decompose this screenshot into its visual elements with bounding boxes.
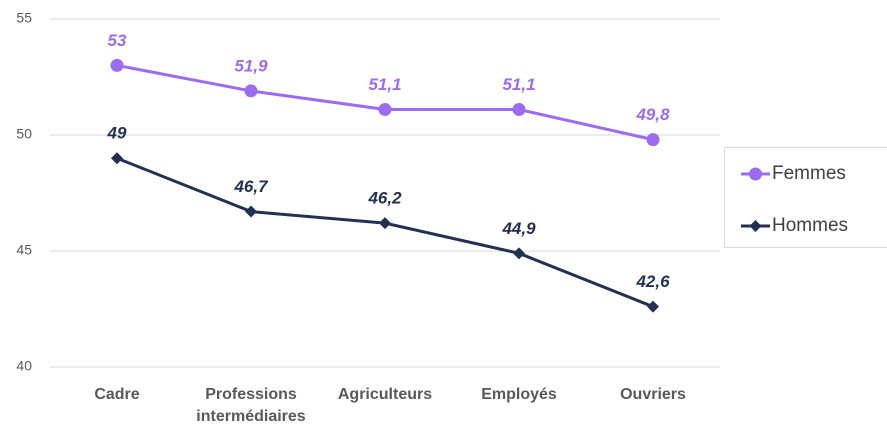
y-tick-label: 45: [16, 242, 32, 258]
data-label: 49: [107, 124, 127, 143]
point: [245, 205, 257, 218]
point: [647, 300, 659, 313]
x-tick-label: Agriculteurs: [337, 386, 433, 403]
point: [513, 247, 525, 260]
point: [110, 58, 124, 72]
data-label: 51,1: [502, 75, 535, 94]
data-label: 49,8: [635, 105, 670, 124]
data-label: 53: [108, 31, 127, 50]
y-tick-label: 55: [16, 10, 32, 26]
x-tick-label: Cadre: [94, 386, 140, 403]
point: [378, 102, 392, 116]
y-tick-label: 50: [16, 126, 32, 142]
data-label: 51,1: [368, 75, 401, 94]
data-label: 51,9: [234, 56, 268, 75]
point: [379, 217, 391, 230]
data-label: 42,6: [635, 272, 670, 291]
x-tick-label: Ouvriers: [620, 386, 686, 403]
legend-label: Femmes: [772, 163, 846, 184]
legend-marker: [749, 220, 762, 232]
legend-marker: [749, 167, 762, 181]
series-line: [116, 156, 654, 309]
data-label: 44,9: [501, 219, 536, 238]
point: [244, 84, 258, 98]
legend-box: [724, 147, 887, 248]
x-tick-label: Professions intermédiaires: [196, 386, 306, 425]
data-label: 46,7: [233, 177, 269, 196]
y-tick-label: 40: [16, 358, 32, 374]
point: [512, 102, 526, 116]
x-tick-label: Employés: [481, 386, 557, 403]
point: [111, 152, 123, 165]
legend-label: Hommes: [772, 215, 848, 236]
point: [646, 133, 660, 147]
data-label: 46,2: [367, 189, 402, 208]
